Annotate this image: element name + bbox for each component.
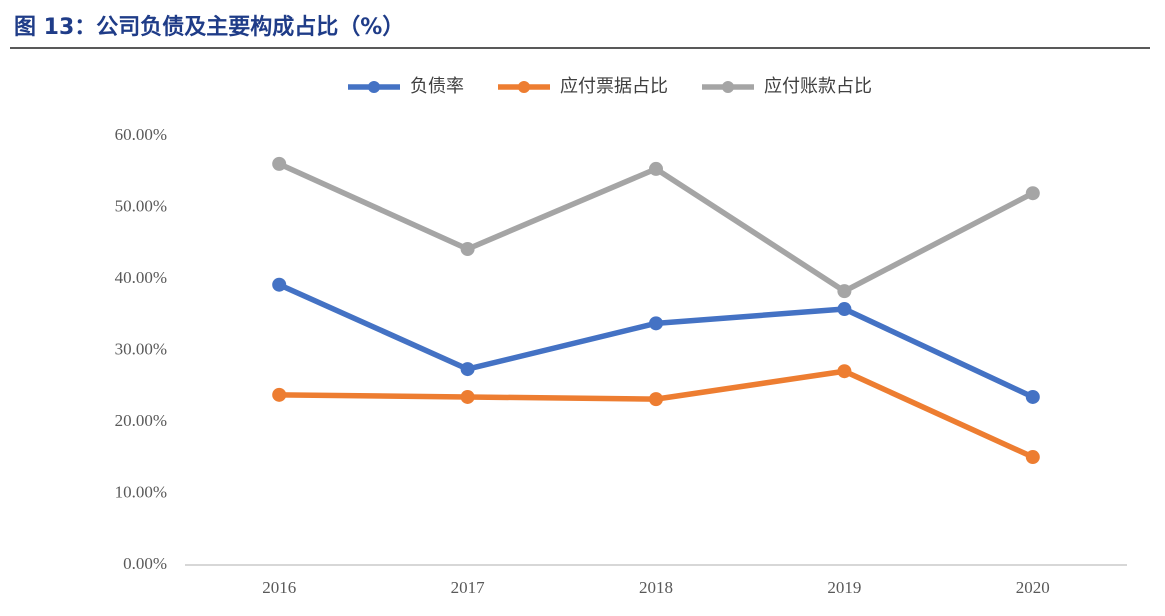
data-point (649, 161, 663, 176)
legend-marker (518, 81, 530, 93)
legend-label: 应付账款占比 (764, 76, 872, 97)
y-tick-label: 20.00% (115, 411, 167, 430)
x-tick-label: 2018 (639, 578, 673, 597)
data-point (1025, 389, 1040, 404)
data-point (460, 389, 475, 404)
legend-marker (722, 81, 734, 93)
chart-title: 图 13：公司负债及主要构成占比（%） (14, 14, 404, 40)
y-tick-label: 10.00% (115, 482, 167, 501)
x-tick-label: 2019 (827, 578, 861, 597)
data-point (1025, 450, 1040, 465)
data-point (649, 392, 663, 407)
x-tick-label: 2017 (451, 578, 486, 597)
data-point (460, 362, 475, 377)
data-point (837, 364, 852, 379)
data-point (272, 156, 287, 171)
y-tick-label: 40.00% (115, 268, 167, 287)
series-line (278, 161, 1035, 294)
y-tick-label: 60.00% (115, 125, 167, 144)
y-tick-label: 30.00% (115, 339, 167, 358)
x-tick-label: 2020 (1016, 578, 1050, 597)
data-point (649, 316, 663, 331)
data-point (272, 387, 287, 402)
series-line (279, 368, 1034, 460)
data-point (460, 241, 475, 256)
legend-label: 负债率 (410, 76, 464, 97)
data-point (837, 302, 852, 317)
legend-label: 应付票据占比 (560, 76, 668, 97)
series-line (278, 282, 1034, 400)
data-point (1025, 186, 1040, 201)
legend-marker (368, 81, 380, 93)
data-point (837, 284, 852, 299)
data-point (272, 277, 287, 292)
y-tick-label: 0.00% (123, 554, 167, 573)
y-tick-label: 50.00% (115, 196, 167, 215)
x-tick-label: 2016 (262, 578, 296, 597)
